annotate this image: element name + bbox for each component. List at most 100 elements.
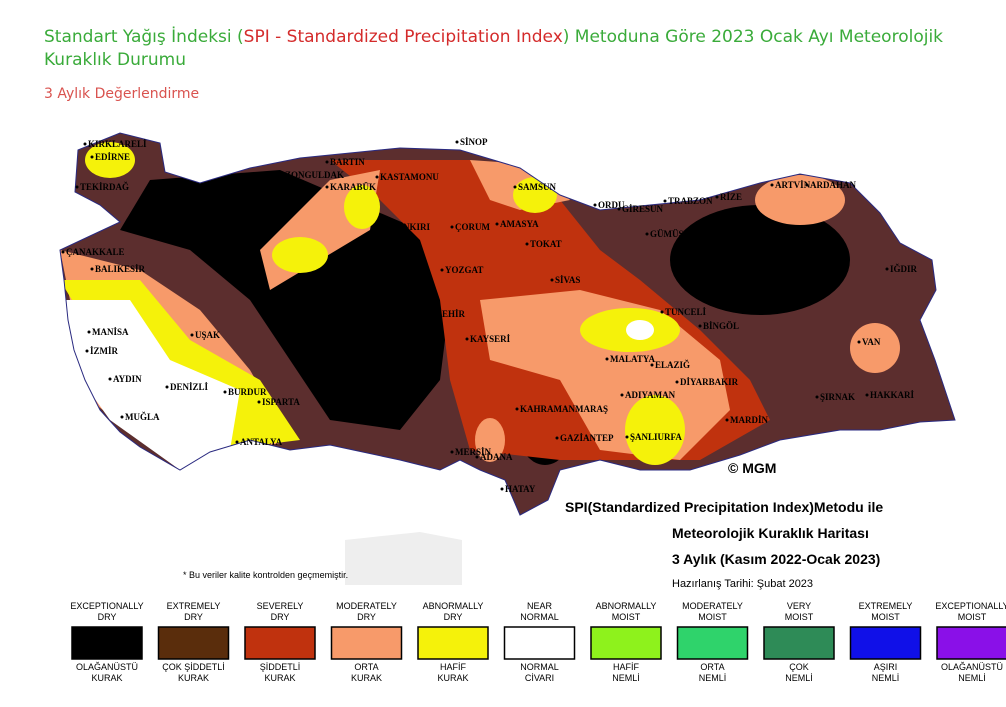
city-label: MALATYA [610,354,656,364]
legend-label-en: EXCEPTIONALLY DRY [70,601,143,622]
city-label: SAMSUN [518,182,557,192]
legend-label-tr: OLAĞANÜSTÜ NEMLİ [941,662,1003,683]
city-dot [617,207,621,211]
city-label: ÇANKIRI [390,222,431,232]
city-label: ARDAHAN [810,180,856,190]
city-label: ELAZIĞ [655,360,690,370]
legend-swatch [157,626,230,660]
legend-swatch [590,626,662,660]
city-dot [257,400,261,404]
city-dot [415,312,419,316]
title-highlight: SPI - Standardized Precipitation Index [243,27,563,47]
city-label: ŞANLIURFA [630,432,682,442]
city-dot [440,268,444,272]
city-dot [325,185,329,189]
legend-swatch [849,626,922,660]
city-dot [593,203,597,207]
legend-label-en: MODERATELY MOIST [682,601,743,622]
region [626,320,654,340]
region [85,142,135,178]
city-label: BARTIN [330,157,365,167]
city-dot [660,310,664,314]
city-dot [885,267,889,271]
legend-label-en: ABNORMALLY MOIST [596,601,657,622]
city-label: RİZE [720,192,742,202]
city-dot [715,195,719,199]
legend-swatch [71,626,143,660]
region [475,418,505,462]
legend-label-en: MODERATELY DRY [336,601,397,622]
map-title-line: SPI(Standardized Precipitation Index)Met… [565,499,883,515]
legend-label-tr: ŞİDDETLİ KURAK [260,662,301,683]
region [670,205,850,315]
legend-label-tr: ÇOK NEMLİ [785,662,813,683]
city-dot [500,487,504,491]
legend-label-tr: ORTA NEMLİ [699,662,727,683]
city-dot [663,199,667,203]
city-label: ADIYAMAN [625,390,676,400]
region [850,323,900,373]
city-dot [625,435,629,439]
city-label: ORDU [598,200,625,210]
city-dot [90,267,94,271]
city-label: DENİZLİ [170,382,209,392]
city-label: VAN [862,337,881,347]
legend-swatch [417,626,489,660]
city-dot [865,393,869,397]
city-dot [375,175,379,179]
legend-label-en: VERY MOIST [785,601,814,622]
city-dot [325,160,329,164]
city-dot [495,222,499,226]
legend-swatch [936,626,1006,660]
city-label: GÜMÜŞHANE [650,229,710,239]
city-dot [650,363,654,367]
legend-label-tr: HAFİF NEMLİ [612,662,640,683]
city-label: ANTALYA [240,437,283,447]
legend-label-tr: ÇOK ŞİDDETLİ KURAK [162,662,225,683]
legend-label-tr: NORMAL CİVARI [520,662,559,683]
city-dot [770,183,774,187]
legend-label-tr: HAFİF KURAK [437,662,468,683]
city-label: GİRESUN [622,204,664,214]
city-label: AYDIN [113,374,142,384]
city-label: HAKKARİ [870,390,915,400]
region [120,170,450,430]
page-title: Standart Yağış İndeksi (SPI - Standardiz… [44,26,974,72]
city-dot [61,250,65,254]
city-label: ÇANAKKALE [66,247,125,257]
region [344,185,380,229]
city-label: ERZURUM [732,259,779,269]
city-label: GAZİANTEP [560,433,614,443]
legend-label-tr: AŞIRI NEMLİ [872,662,900,683]
city-dot [108,377,112,381]
city-dot [450,450,454,454]
map-note: * Bu veriler kalite kontrolden geçmemişt… [183,570,348,580]
city-label: ÇORUM [455,222,490,232]
city-dot [190,333,194,337]
city-dot [475,455,479,459]
city-label: BİNGÖL [703,321,739,331]
city-dot [605,357,609,361]
legend-label-en: SEVERELY DRY [257,601,304,622]
city-dot [675,380,679,384]
legend-swatch [676,626,749,660]
legend-swatch [244,626,316,660]
legend-label-en: EXTREMELY DRY [167,601,221,622]
subtitle: 3 Aylık Değerlendirme [44,86,200,102]
city-label: TEKİRDAĞ [80,182,129,192]
city-label: ŞIRNAK [820,392,855,402]
region [60,300,240,470]
city-label: ADANA [480,452,513,462]
city-label: AMASYA [500,219,539,229]
city-label: KAHRAMANMARAŞ [520,404,608,414]
legend-label-en: EXCEPTIONALLY MOIST [935,601,1006,622]
city-dot [555,436,559,440]
city-dot [513,185,517,189]
city-label: ANKARA [345,254,385,264]
legend-label-tr: ORTA KURAK [351,662,382,683]
city-dot [805,183,809,187]
city-dot [550,278,554,282]
city-dot [515,407,519,411]
